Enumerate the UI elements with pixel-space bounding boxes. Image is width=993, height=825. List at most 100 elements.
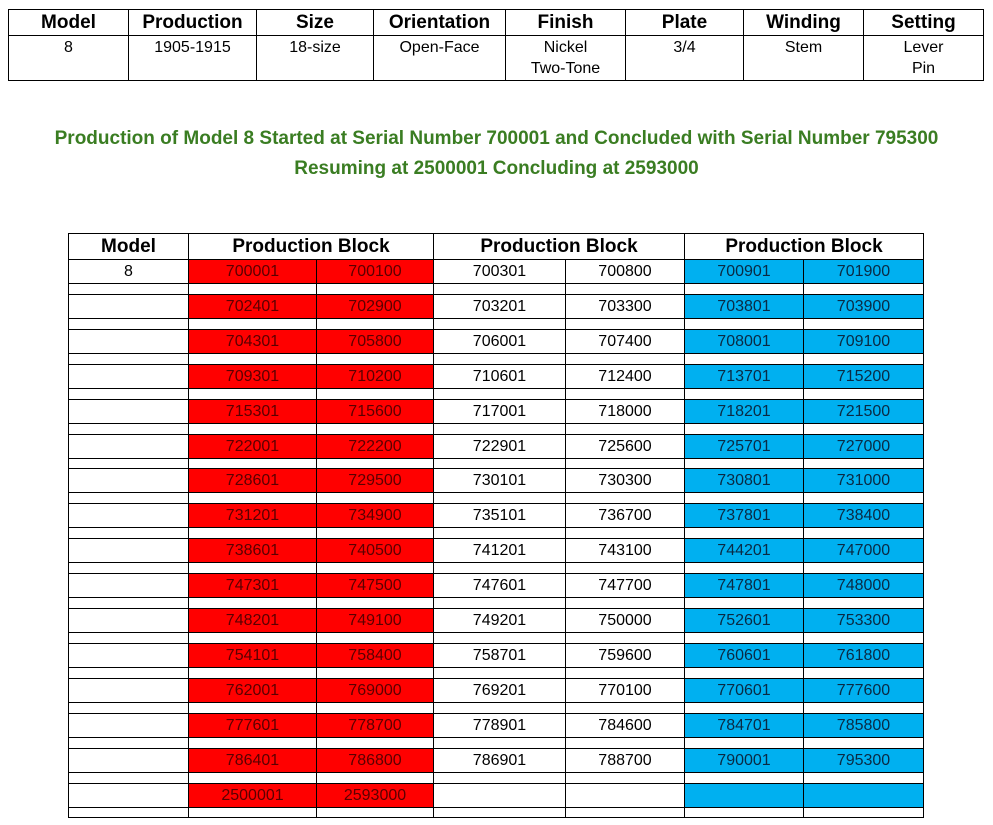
serial-text: 790001 xyxy=(717,752,771,769)
serial-cell: 736700 xyxy=(565,503,685,528)
serial-text: 786401 xyxy=(225,752,280,769)
serial-text: 735101 xyxy=(472,507,527,524)
serial-cell: 718000 xyxy=(565,399,685,424)
serial-text: 713701 xyxy=(717,368,771,385)
serial-cell: 784701 xyxy=(684,713,804,738)
serial-text: 702900 xyxy=(348,298,402,315)
serial-text: 784600 xyxy=(598,717,652,734)
model-cell xyxy=(68,468,189,493)
header-text: Plate xyxy=(661,12,708,33)
cell-text: Pin xyxy=(911,60,936,77)
serial-cell: 786800 xyxy=(316,748,434,773)
serial-cell: 749201 xyxy=(433,608,566,633)
model-cell xyxy=(68,713,189,738)
serial-text: 747801 xyxy=(717,577,771,594)
serial-text: 750000 xyxy=(598,612,652,629)
serial-text: 701900 xyxy=(836,263,891,280)
header-cell: Production Block xyxy=(433,233,685,260)
header-cell: Size xyxy=(256,9,374,36)
spacer-cell xyxy=(684,807,804,818)
header-text: Model xyxy=(41,12,96,33)
serial-text: 738400 xyxy=(836,507,891,524)
serial-text: 727000 xyxy=(836,438,891,455)
serial-cell: 715200 xyxy=(803,364,924,389)
header-cell: Setting xyxy=(863,9,984,36)
cell-text: Lever xyxy=(903,39,944,56)
serial-cell: 702900 xyxy=(316,294,434,319)
serial-cell: 769000 xyxy=(316,678,434,703)
serial-text: 2593000 xyxy=(343,787,407,804)
serial-text: 717001 xyxy=(472,403,527,420)
data-cell: 3/4 xyxy=(625,35,744,81)
serial-text: 707400 xyxy=(598,333,652,350)
note: Resuming at 2500001 Concluding at 259300… xyxy=(294,158,699,179)
cell-text: 8 xyxy=(124,263,133,280)
serial-cell: 770601 xyxy=(684,678,804,703)
serial-text: 759600 xyxy=(598,647,652,664)
serial-text: 747601 xyxy=(472,577,527,594)
serial-cell: 731000 xyxy=(803,468,924,493)
header-cell: Winding xyxy=(743,9,864,36)
cell-text: 3/4 xyxy=(673,39,696,56)
serial-cell: 708001 xyxy=(684,329,804,354)
serial-text: 725701 xyxy=(717,438,771,455)
serial-cell: 717001 xyxy=(433,399,566,424)
header-cell: Production Block xyxy=(188,233,434,260)
serial-text: 718000 xyxy=(598,403,652,420)
serial-cell: 709301 xyxy=(188,364,317,389)
serial-cell xyxy=(803,783,924,808)
model-cell xyxy=(68,294,189,319)
serial-text: 712400 xyxy=(598,368,652,385)
model-cell xyxy=(68,364,189,389)
serial-text: 749100 xyxy=(348,612,402,629)
serial-text: 743100 xyxy=(598,542,652,559)
serial-cell: 702401 xyxy=(188,294,317,319)
serial-text: 734900 xyxy=(348,507,402,524)
serial-cell: 728601 xyxy=(188,468,317,493)
spacer-cell xyxy=(188,807,317,818)
serial-cell: 778901 xyxy=(433,713,566,738)
serial-cell: 778700 xyxy=(316,713,434,738)
serial-cell: 758701 xyxy=(433,643,566,668)
serial-cell: 725600 xyxy=(565,434,685,459)
header-text: Model xyxy=(101,236,156,257)
serial-cell: 795300 xyxy=(803,748,924,773)
spacer-cell xyxy=(433,807,566,818)
cell-text: 8 xyxy=(64,39,73,56)
serial-cell: 738601 xyxy=(188,538,317,563)
serial-cell: 730801 xyxy=(684,468,804,493)
model-cell xyxy=(68,783,189,808)
model-cell: 8 xyxy=(68,259,189,284)
header-text: Production Block xyxy=(232,236,390,257)
serial-text: 730101 xyxy=(472,472,527,489)
serial-text: 747000 xyxy=(836,542,891,559)
serial-text: 758400 xyxy=(348,647,402,664)
serial-text: 704301 xyxy=(225,333,280,350)
serial-text: 769201 xyxy=(472,682,527,699)
serial-cell: 786901 xyxy=(433,748,566,773)
serial-text: 753300 xyxy=(836,612,891,629)
serial-text: 700800 xyxy=(598,263,652,280)
serial-text: 762001 xyxy=(225,682,280,699)
serial-cell: 721500 xyxy=(803,399,924,424)
data-cell: Lever Pin xyxy=(863,35,984,81)
serial-cell: 706001 xyxy=(433,329,566,354)
data-cell: 1905-1915 xyxy=(128,35,257,81)
serial-text: 778700 xyxy=(348,717,402,734)
serial-cell: 2593000 xyxy=(316,783,434,808)
serial-cell: 712400 xyxy=(565,364,685,389)
header-cell: Plate xyxy=(625,9,744,36)
serial-cell: 748201 xyxy=(188,608,317,633)
serial-text: 706001 xyxy=(472,333,527,350)
model-cell xyxy=(68,748,189,773)
serial-text: 710601 xyxy=(472,368,527,385)
serial-cell: 758400 xyxy=(316,643,434,668)
serial-text: 722901 xyxy=(472,438,527,455)
data-cell: Open-Face xyxy=(373,35,506,81)
serial-cell: 700001 xyxy=(188,259,317,284)
serial-cell: 703900 xyxy=(803,294,924,319)
serial-text: 770601 xyxy=(717,682,771,699)
serial-text: 703801 xyxy=(717,298,771,315)
serial-cell xyxy=(684,783,804,808)
serial-text: 740500 xyxy=(348,542,402,559)
